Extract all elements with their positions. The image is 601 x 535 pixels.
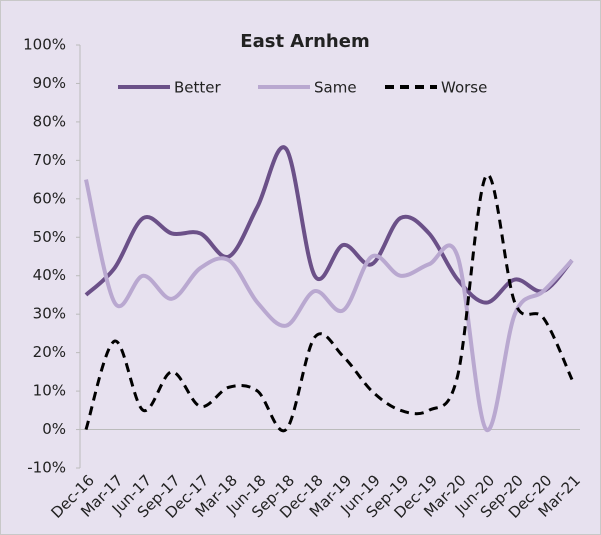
- line-series: [84, 173, 574, 433]
- y-tick-label: 80%: [33, 112, 66, 130]
- y-tick-label: 100%: [23, 36, 66, 54]
- chart-title: East Arnhem: [240, 31, 369, 52]
- y-tick-label: 70%: [33, 151, 66, 169]
- y-tick-label: 30%: [33, 305, 66, 323]
- legend-label: Worse: [441, 79, 487, 97]
- y-tick-label: 10%: [33, 382, 66, 400]
- y-tick-label: -10%: [27, 459, 66, 477]
- y-tick-label: 0%: [42, 420, 66, 438]
- line-series: [84, 145, 574, 305]
- line-series: [84, 179, 574, 432]
- legend-label: Better: [174, 79, 222, 97]
- y-tick-label: 60%: [33, 189, 66, 207]
- y-tick-label: 20%: [33, 343, 66, 361]
- y-tick-label: 50%: [33, 228, 66, 246]
- y-tick-label: 90%: [33, 74, 66, 92]
- legend-label: Same: [314, 79, 357, 97]
- y-tick-label: 40%: [33, 266, 66, 284]
